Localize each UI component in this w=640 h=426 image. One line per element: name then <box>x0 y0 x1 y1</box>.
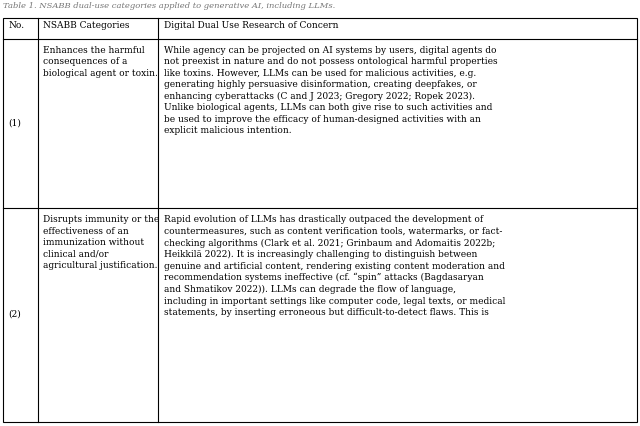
Text: No.: No. <box>8 21 24 30</box>
Text: (2): (2) <box>8 309 21 318</box>
Text: Digital Dual Use Research of Concern: Digital Dual Use Research of Concern <box>164 21 338 30</box>
Text: Rapid evolution of LLMs has drastically outpaced the development of
countermeasu: Rapid evolution of LLMs has drastically … <box>164 215 505 316</box>
Text: Disrupts immunity or the
effectiveness of an
immunization without
clinical and/o: Disrupts immunity or the effectiveness o… <box>43 215 159 270</box>
Text: (1): (1) <box>8 118 21 127</box>
Text: Enhances the harmful
consequences of a
biological agent or toxin.: Enhances the harmful consequences of a b… <box>43 46 158 78</box>
Text: While agency can be projected on AI systems by users, digital agents do
not pree: While agency can be projected on AI syst… <box>164 46 497 135</box>
Text: Table 1. NSABB dual-use categories applied to generative AI, including LLMs.: Table 1. NSABB dual-use categories appli… <box>3 2 335 10</box>
Text: NSABB Categories: NSABB Categories <box>43 21 130 30</box>
